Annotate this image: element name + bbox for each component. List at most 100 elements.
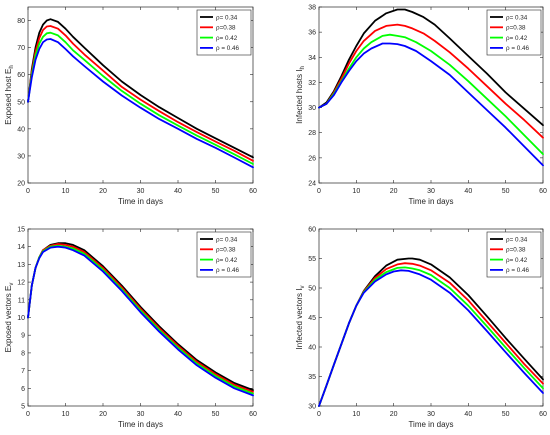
x-tick-label: 30 [427, 188, 435, 195]
y-tick-label: 13 [17, 262, 25, 269]
x-tick-label: 20 [390, 411, 398, 418]
x-tick-label: 10 [352, 188, 360, 195]
x-tick-label: 30 [137, 411, 145, 418]
x-tick-label: 40 [464, 411, 472, 418]
x-tick-label: 0 [26, 411, 30, 418]
x-tick-label: 0 [317, 188, 321, 195]
y-tick-label: 11 [18, 297, 25, 304]
y-axis-label-subscript: v [9, 283, 15, 286]
legend: ρ= 0.34 ρ=0.38 ρ= 0.42 ρ = 0.46 [486, 231, 542, 278]
legend: ρ= 0.34 ρ=0.38 ρ= 0.42 ρ = 0.46 [486, 9, 542, 56]
x-tick-label: 50 [502, 411, 510, 418]
y-axis-label-text: Exposed vectors E [4, 286, 13, 353]
y-tick-label: 40 [308, 345, 316, 352]
y-axis-label-subscript: v [300, 286, 306, 289]
y-tick-label: 38 [308, 5, 316, 12]
series-line-2 [318, 23, 544, 139]
legend-label: ρ= 0.42 [506, 35, 528, 42]
x-tick-label: 10 [62, 411, 70, 418]
series-line-4 [318, 269, 544, 407]
y-axis-label: Exposed host Eh [4, 65, 15, 124]
chart-3: 0 10 20 30 40 50 60 5 6 7 8 9 10 11 12 13 14 15 Time in da… [4, 227, 257, 430]
legend-label: ρ= 0.34 [216, 236, 238, 243]
y-tick-label: 60 [17, 72, 25, 79]
legend-label: ρ = 0.46 [216, 45, 240, 52]
series-line-3 [27, 31, 254, 165]
x-tick-label: 10 [352, 411, 360, 418]
y-axis-label-text: Exposed host E [4, 69, 13, 125]
legend-label: ρ= 0.34 [506, 14, 528, 21]
y-axis-label-subscript: h [9, 65, 15, 68]
legend-label: ρ=0.38 [216, 247, 236, 254]
y-tick-label: 24 [308, 181, 316, 188]
legend-label: ρ= 0.34 [216, 14, 238, 21]
x-tick-label: 30 [137, 188, 145, 195]
legend-label: ρ = 0.46 [506, 45, 530, 52]
legend-label: ρ=0.38 [216, 25, 236, 32]
y-tick-label: 14 [17, 244, 25, 251]
x-axis-label: Time in days [408, 420, 453, 429]
series-line-2 [27, 25, 254, 162]
x-tick-label: 0 [317, 411, 321, 418]
y-tick-label: 80 [17, 18, 25, 25]
y-axis-label: Exposed vectors Ev [4, 283, 15, 353]
legend-label: ρ = 0.46 [506, 267, 530, 274]
x-tick-label: 60 [249, 411, 257, 418]
x-tick-label: 50 [502, 188, 510, 195]
legend-label: ρ=0.38 [506, 247, 526, 254]
y-tick-label: 55 [308, 256, 316, 263]
x-tick-label: 50 [212, 188, 220, 195]
legend-label: ρ= 0.42 [216, 35, 238, 42]
y-axis-label: Infected hosts Ih [295, 66, 306, 124]
y-tick-label: 9 [21, 333, 25, 340]
x-tick-label: 50 [212, 411, 220, 418]
x-tick-label: 60 [539, 188, 547, 195]
legend-label: ρ= 0.42 [216, 257, 238, 264]
y-axis-label-subscript: h [300, 66, 306, 69]
y-tick-label: 10 [17, 315, 25, 322]
legend-label: ρ= 0.34 [506, 236, 528, 243]
y-tick-label: 36 [308, 30, 316, 37]
legend-label: ρ= 0.42 [506, 257, 528, 264]
y-tick-label: 30 [17, 153, 25, 160]
y-tick-label: 32 [308, 80, 316, 87]
x-tick-label: 40 [174, 188, 182, 195]
chart-2: 0 10 20 30 40 50 60 24 26 28 30 32 34 36 38 Time in day… [295, 5, 547, 207]
y-tick-label: 45 [308, 315, 316, 322]
y-tick-label: 8 [21, 350, 25, 357]
y-tick-label: 35 [308, 374, 316, 381]
x-tick-label: 20 [99, 188, 107, 195]
y-axis-label-text: Infected hosts I [295, 70, 304, 124]
y-tick-label: 5 [21, 404, 25, 411]
legend: ρ= 0.34 ρ=0.38 ρ= 0.42 ρ = 0.46 [196, 231, 252, 278]
x-tick-label: 40 [464, 188, 472, 195]
legend-label: ρ=0.38 [506, 25, 526, 32]
y-tick-label: 6 [21, 386, 25, 393]
y-tick-label: 40 [17, 126, 25, 133]
series-line-1 [318, 8, 544, 127]
y-axis-label: Infected vectors Iv [295, 286, 306, 350]
y-tick-label: 7 [21, 368, 25, 375]
x-tick-label: 0 [26, 188, 30, 195]
series-line-4 [27, 245, 254, 397]
x-axis-label: Time in days [408, 197, 453, 206]
x-tick-label: 40 [174, 411, 182, 418]
y-tick-label: 70 [17, 45, 25, 52]
x-tick-label: 20 [390, 188, 398, 195]
x-axis-label: Time in days [118, 197, 163, 206]
y-tick-label: 28 [308, 130, 316, 137]
x-tick-label: 20 [99, 411, 107, 418]
series-line-1 [27, 18, 254, 159]
legend-label: ρ = 0.46 [216, 267, 240, 274]
y-tick-label: 12 [17, 280, 25, 287]
x-tick-label: 60 [539, 411, 547, 418]
x-tick-label: 60 [249, 188, 257, 195]
y-tick-label: 20 [17, 181, 25, 188]
x-tick-label: 10 [62, 188, 70, 195]
y-tick-label: 50 [308, 286, 316, 293]
x-axis-label: Time in days [118, 420, 163, 429]
x-tick-label: 30 [427, 411, 435, 418]
y-axis-label-text: Infected vectors I [295, 289, 304, 350]
